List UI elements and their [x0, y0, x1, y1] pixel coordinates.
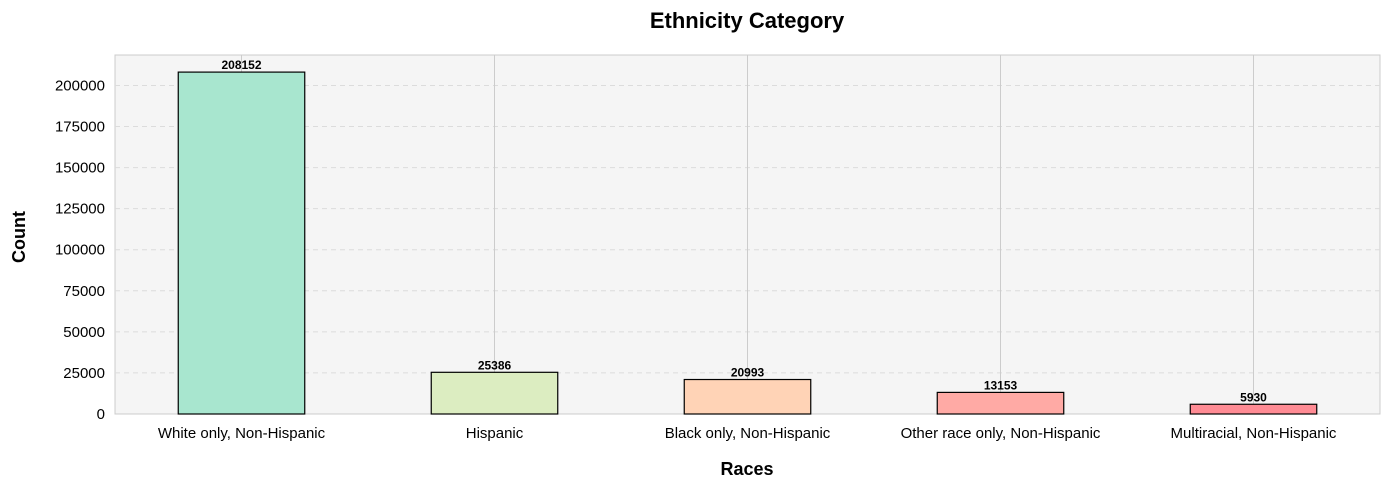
- y-tick-label: 200000: [55, 77, 105, 94]
- y-tick-label: 125000: [55, 201, 105, 218]
- y-tick-label: 100000: [55, 242, 105, 259]
- bar: [683, 378, 812, 415]
- bars: [177, 71, 1318, 415]
- x-tick-label: Multiracial, Non-Hispanic: [1171, 425, 1337, 442]
- bar-value-label: 5930: [1240, 390, 1267, 404]
- chart-title: Ethnicity Category: [650, 8, 845, 33]
- y-tick-label: 0: [97, 406, 105, 423]
- x-tick-label: Black only, Non-Hispanic: [665, 425, 831, 442]
- x-axis-title: Races: [720, 459, 773, 479]
- bar-value-labels: 208152 25386 20993 13153 5930: [221, 58, 1267, 404]
- bar-value-label: 20993: [731, 366, 765, 380]
- x-tick-label: Hispanic: [466, 425, 524, 442]
- x-axis-ticks: White only, Non-Hispanic Hispanic Black on…: [158, 425, 1337, 442]
- bar: [430, 371, 559, 415]
- y-axis-ticks: 0 25000 50000 75000 100000 125000 150000 175000…: [55, 77, 105, 423]
- x-tick-label: White only, Non-Hispanic: [158, 425, 326, 442]
- bar-value-label: 208152: [221, 58, 261, 72]
- bar: [1189, 403, 1318, 415]
- y-tick-label: 150000: [55, 160, 105, 177]
- bar: [936, 391, 1065, 415]
- bar-value-label: 25386: [478, 358, 512, 372]
- bar-value-label: 13153: [984, 378, 1018, 392]
- x-tick-label: Other race only, Non-Hispanic: [901, 425, 1101, 442]
- y-tick-label: 50000: [63, 324, 105, 341]
- y-tick-label: 175000: [55, 119, 105, 136]
- y-tick-label: 75000: [63, 283, 105, 300]
- y-axis-title: Count: [9, 211, 29, 263]
- bar: [177, 71, 306, 415]
- y-tick-label: 25000: [63, 365, 105, 382]
